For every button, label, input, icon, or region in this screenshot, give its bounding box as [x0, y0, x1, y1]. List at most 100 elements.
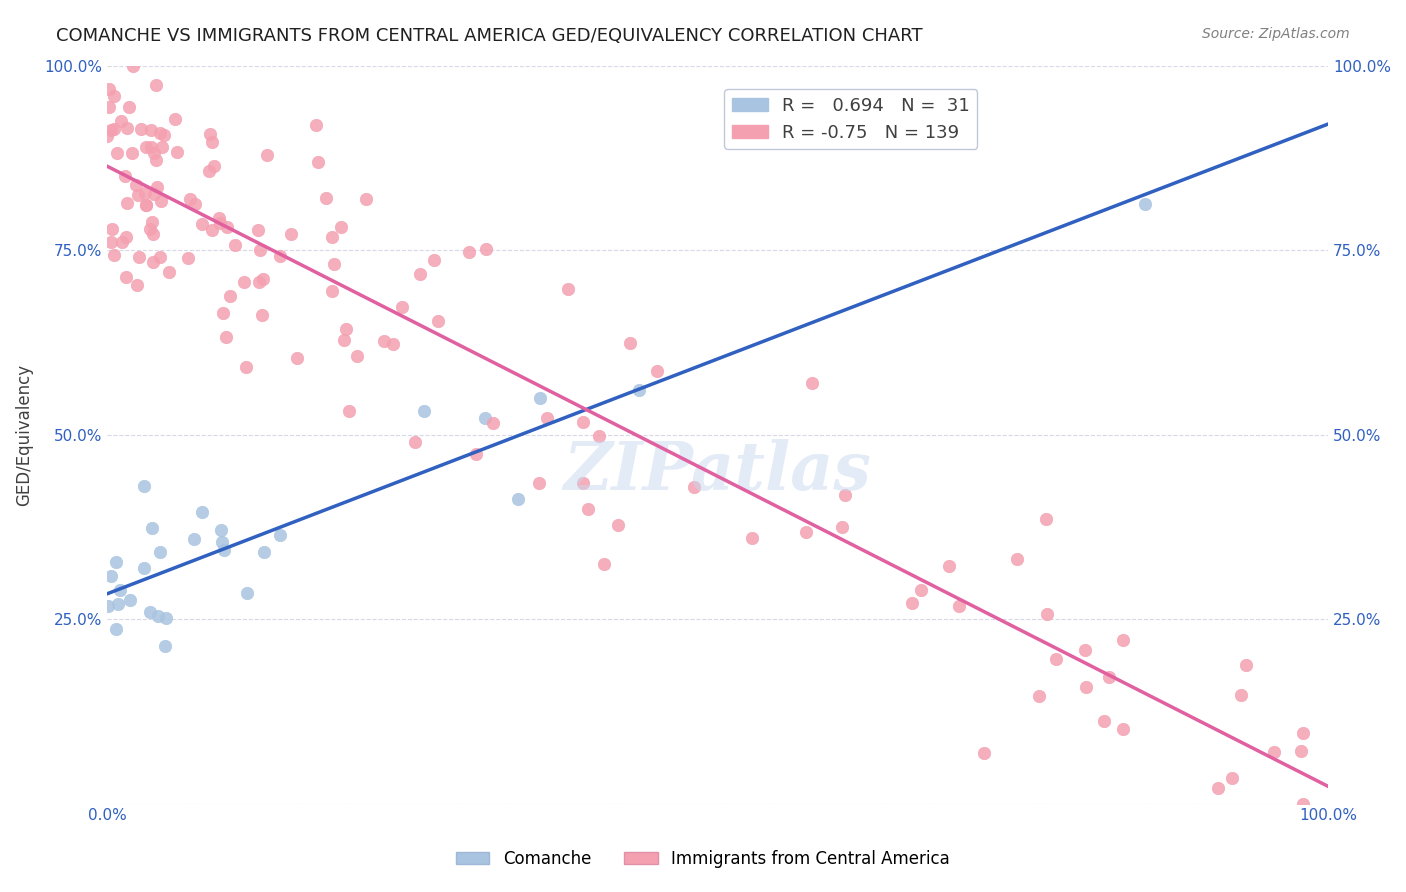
Point — [529, 391, 551, 405]
Point — [321, 229, 343, 244]
Point — [457, 245, 479, 260]
Text: COMANCHE VS IMMIGRANTS FROM CENTRAL AMERICA GED/EQUIVALENCY CORRELATION CHART: COMANCHE VS IMMIGRANTS FROM CENTRAL AMER… — [56, 27, 922, 45]
Point — [153, 639, 176, 653]
Point — [135, 197, 157, 211]
Point — [246, 223, 269, 237]
Point — [141, 521, 163, 535]
Point — [465, 447, 488, 461]
Point — [1289, 744, 1312, 758]
Point — [121, 146, 143, 161]
Point — [197, 163, 219, 178]
Point — [122, 59, 145, 73]
Point — [132, 479, 155, 493]
Point — [576, 502, 599, 516]
Point — [157, 265, 180, 279]
Point — [1292, 797, 1315, 811]
Point — [215, 330, 238, 344]
Point — [831, 520, 853, 534]
Point — [1035, 511, 1057, 525]
Point — [1263, 745, 1285, 759]
Point — [208, 211, 231, 226]
Point — [1005, 551, 1028, 566]
Point — [142, 227, 165, 242]
Point — [146, 609, 169, 624]
Point — [145, 179, 167, 194]
Point — [128, 250, 150, 264]
Point — [179, 192, 201, 206]
Point — [536, 411, 558, 425]
Point — [527, 476, 550, 491]
Point — [198, 127, 221, 141]
Point — [256, 148, 278, 162]
Point — [285, 351, 308, 366]
Point — [142, 254, 165, 268]
Point — [155, 611, 177, 625]
Point — [1206, 781, 1229, 796]
Point — [118, 593, 141, 607]
Point — [103, 121, 125, 136]
Point — [100, 122, 122, 136]
Point — [321, 284, 343, 298]
Point — [115, 270, 138, 285]
Point — [1112, 723, 1135, 737]
Point — [177, 251, 200, 265]
Point — [335, 321, 357, 335]
Point — [201, 135, 224, 149]
Point — [910, 583, 932, 598]
Point — [252, 271, 274, 285]
Point — [236, 585, 259, 599]
Point — [202, 159, 225, 173]
Point — [249, 243, 271, 257]
Point — [508, 491, 530, 506]
Point — [1045, 652, 1067, 666]
Point — [408, 267, 430, 281]
Point — [218, 289, 240, 303]
Point — [307, 155, 329, 169]
Point — [105, 555, 128, 569]
Point — [111, 235, 134, 249]
Point — [150, 194, 173, 208]
Point — [1112, 632, 1135, 647]
Point — [1234, 657, 1257, 672]
Point — [183, 197, 205, 211]
Point — [572, 415, 595, 429]
Point — [139, 221, 162, 235]
Point — [100, 569, 122, 583]
Point — [973, 746, 995, 760]
Point — [741, 532, 763, 546]
Point — [212, 305, 235, 319]
Point — [125, 178, 148, 192]
Point — [1036, 607, 1059, 621]
Point — [269, 527, 291, 541]
Point — [948, 599, 970, 613]
Point — [269, 250, 291, 264]
Point — [474, 411, 496, 425]
Point — [132, 561, 155, 575]
Point — [315, 191, 337, 205]
Point — [201, 223, 224, 237]
Point — [139, 140, 162, 154]
Point — [794, 524, 817, 539]
Point — [404, 434, 426, 449]
Point — [329, 219, 352, 234]
Point — [1133, 197, 1156, 211]
Point — [427, 314, 450, 328]
Point — [938, 559, 960, 574]
Point — [191, 217, 214, 231]
Point — [100, 235, 122, 249]
Point — [253, 545, 276, 559]
Point — [801, 376, 824, 390]
Point — [143, 187, 166, 202]
Point — [152, 128, 174, 142]
Point — [135, 198, 157, 212]
Point — [190, 505, 212, 519]
Point — [1292, 725, 1315, 739]
Point — [163, 112, 186, 127]
Point — [588, 429, 610, 443]
Point — [413, 403, 436, 417]
Point — [337, 404, 360, 418]
Point — [1229, 689, 1251, 703]
Point — [149, 250, 172, 264]
Point — [143, 146, 166, 161]
Point — [305, 118, 328, 132]
